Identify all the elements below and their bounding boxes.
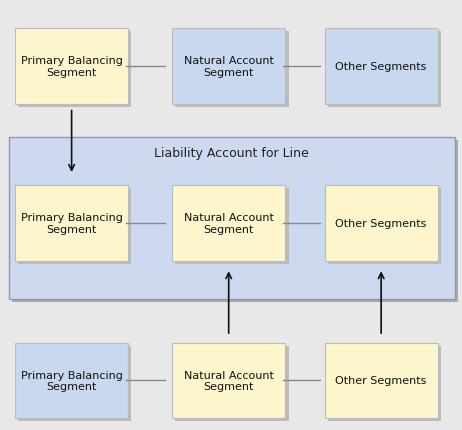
Bar <box>324 29 438 104</box>
Text: Other Segments: Other Segments <box>335 61 427 72</box>
Bar <box>328 346 441 421</box>
Bar <box>324 343 438 418</box>
Text: Primary Balancing
Segment: Primary Balancing Segment <box>21 213 122 234</box>
Bar <box>176 346 288 421</box>
Bar <box>176 32 288 108</box>
Bar <box>328 189 441 264</box>
Bar <box>18 32 131 108</box>
Text: Natural Account
Segment: Natural Account Segment <box>184 370 274 391</box>
Bar <box>18 189 131 264</box>
Bar <box>9 138 455 299</box>
Text: Other Segments: Other Segments <box>335 218 427 229</box>
Bar <box>324 186 438 261</box>
Bar <box>172 29 285 104</box>
Bar <box>172 343 285 418</box>
Bar <box>176 189 288 264</box>
Text: Primary Balancing
Segment: Primary Balancing Segment <box>21 370 122 391</box>
Bar <box>18 346 131 421</box>
Text: Natural Account
Segment: Natural Account Segment <box>184 56 274 77</box>
Bar <box>172 186 285 261</box>
Text: Natural Account
Segment: Natural Account Segment <box>184 213 274 234</box>
Bar <box>15 186 128 261</box>
Bar <box>15 343 128 418</box>
Text: Other Segments: Other Segments <box>335 375 427 386</box>
Text: Primary Balancing
Segment: Primary Balancing Segment <box>21 56 122 77</box>
Bar <box>328 32 441 108</box>
Text: Liability Account for Line: Liability Account for Line <box>154 146 308 159</box>
Bar <box>15 29 128 104</box>
Bar <box>12 141 458 302</box>
